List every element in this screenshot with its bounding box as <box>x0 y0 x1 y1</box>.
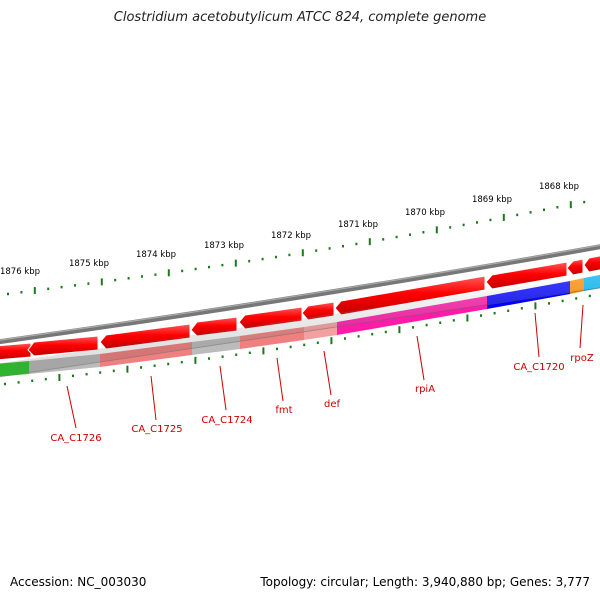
gene-label: CA_C1726 <box>50 433 101 444</box>
gene-label: def <box>324 399 341 410</box>
gene-labels: CA_C1726 CA_C1725 CA_C1724 fmt def rpiA … <box>50 353 593 444</box>
cds-bar-shade <box>0 274 600 377</box>
inner-tick-row <box>4 294 591 386</box>
gene-label: rpoZ <box>570 353 594 364</box>
map-title: Clostridium acetobutylicum ATCC 824, com… <box>113 10 487 25</box>
tick-label: 1868 kbp <box>539 182 579 192</box>
gene-arrow <box>583 255 600 273</box>
tick-label: 1870 kbp <box>405 208 445 218</box>
gene-label: fmt <box>275 405 292 416</box>
tick-label: 1871 kbp <box>338 220 378 230</box>
leader-line <box>219 365 227 411</box>
gene-label: CA_C1724 <box>201 415 252 426</box>
genome-backbone <box>0 244 600 345</box>
tick-label: 1869 kbp <box>472 195 512 205</box>
tick-label: 1873 kbp <box>204 241 244 251</box>
gene-arrow <box>566 258 584 276</box>
leader-line <box>150 375 157 421</box>
leader-line <box>276 357 284 402</box>
tick-label: 1876 kbp <box>0 267 40 277</box>
backbone-highlight <box>0 244 600 341</box>
gene-arrow <box>485 261 568 290</box>
accession-text: Accession: NC_003030 <box>10 575 147 589</box>
tick-label: 1874 kbp <box>136 250 176 260</box>
leader-line <box>579 304 584 349</box>
gene-label: CA_C1720 <box>513 362 564 373</box>
leader-line <box>323 350 332 396</box>
gene-arrow <box>0 342 32 361</box>
label-leaders <box>66 304 584 429</box>
gene-label: CA_C1725 <box>131 424 182 435</box>
scale-labels: 1876 kbp 1875 kbp 1874 kbp 1873 kbp 1872… <box>0 182 579 277</box>
leader-line <box>416 335 425 381</box>
tick-label: 1875 kbp <box>69 259 109 269</box>
leader-line <box>534 312 540 358</box>
gene-arrows <box>0 255 600 361</box>
tick-label: 1872 kbp <box>271 231 311 241</box>
cds-bar <box>0 274 600 378</box>
leader-line <box>66 385 77 429</box>
gene-arrow <box>27 335 99 357</box>
outer-tick-row <box>7 200 586 296</box>
gene-label: rpiA <box>415 384 435 395</box>
genome-summary-text: Topology: circular; Length: 3,940,880 bp… <box>260 575 590 589</box>
cds-bar-edge <box>0 287 600 378</box>
